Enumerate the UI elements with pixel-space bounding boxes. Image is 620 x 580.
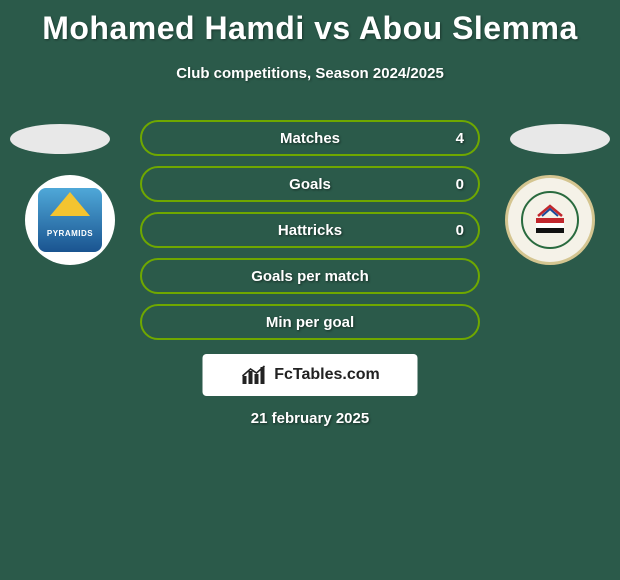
right-club-badge-icon (521, 191, 579, 249)
date-label: 21 february 2025 (0, 410, 620, 427)
stat-label: Min per goal (266, 314, 354, 331)
stat-right-value: 0 (456, 222, 464, 239)
subtitle: Club competitions, Season 2024/2025 (0, 65, 620, 82)
stat-right-value: 0 (456, 176, 464, 193)
stat-row-goals: Goals 0 (140, 166, 480, 202)
stat-row-min-per-goal: Min per goal (140, 304, 480, 340)
stat-label: Matches (280, 130, 340, 147)
stat-label: Hattricks (278, 222, 342, 239)
stat-right-value: 4 (456, 130, 464, 147)
pyramids-badge-icon: PYRAMIDS (38, 188, 102, 252)
stat-row-goals-per-match: Goals per match (140, 258, 480, 294)
brand-text: FcTables.com (274, 366, 380, 384)
stat-label: Goals per match (251, 268, 369, 285)
player-marker-left (10, 124, 110, 154)
page-title: Mohamed Hamdi vs Abou Slemma (0, 0, 620, 47)
brand-logo[interactable]: FcTables.com (203, 354, 418, 396)
stat-row-matches: Matches 4 (140, 120, 480, 156)
chart-icon (240, 364, 268, 386)
team-left-label: PYRAMIDS (38, 229, 102, 238)
team-badge-right (505, 175, 595, 265)
player-marker-right (510, 124, 610, 154)
team-badge-left: PYRAMIDS (25, 175, 115, 265)
stat-label: Goals (289, 176, 331, 193)
stats-container: Matches 4 Goals 0 Hattricks 0 Goals per … (140, 120, 480, 340)
stat-row-hattricks: Hattricks 0 (140, 212, 480, 248)
